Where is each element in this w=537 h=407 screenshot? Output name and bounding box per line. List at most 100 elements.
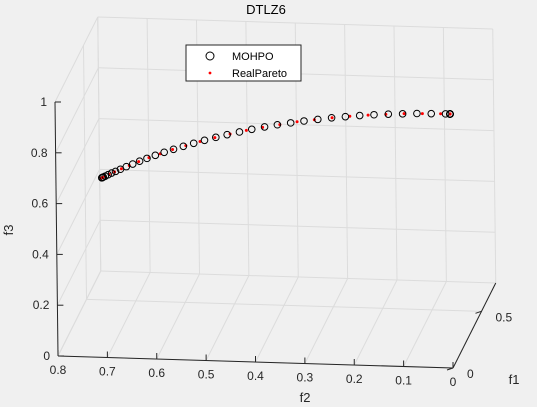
grid-line: [99, 168, 495, 182]
realpareto-point: [171, 148, 175, 151]
mohpo-point: [200, 136, 209, 145]
f3-tick-label: 0.8: [31, 146, 48, 160]
grid-line: [442, 27, 447, 282]
grid-line: [100, 219, 496, 233]
grid-line: [97, 16, 102, 272]
mohpo-point: [169, 145, 178, 154]
grid-line: [304, 278, 349, 364]
f2-tick-label: 0.7: [99, 365, 116, 379]
realpareto-point: [119, 167, 123, 171]
mohpo-point: [128, 160, 137, 168]
mohpo-point: [235, 128, 244, 136]
grid-line: [83, 45, 87, 300]
realpareto-point: [244, 128, 248, 132]
f1-tick-mark: [475, 310, 482, 314]
legend: MOHPO RealPareto: [185, 44, 302, 82]
mohpo-point: [441, 110, 450, 118]
mohpo-point: [398, 110, 407, 118]
mohpo-point: [135, 157, 144, 165]
mohpo-point: [160, 148, 168, 157]
f2-tick-label: 0.5: [198, 368, 215, 382]
f3-tick-label: 0: [43, 349, 50, 363]
realpareto-point: [295, 120, 299, 124]
f1-tick-label: 0: [467, 367, 474, 381]
grid-line: [55, 118, 100, 204]
grid-line: [54, 16, 99, 103]
mohpo-series: [98, 109, 454, 182]
grid-line: [55, 67, 99, 154]
realpareto-point: [366, 113, 370, 117]
mohpo-point: [446, 110, 454, 118]
f2-tick-label: 0.1: [395, 374, 412, 388]
mohpo-point: [427, 109, 436, 118]
tick-labels: 0.8 0.7 0.6 0.5 0.4 0.3 0.2 0.1 000.20.40.60.810…: [31, 95, 513, 389]
mohpo-point: [111, 167, 120, 176]
f3-axis-line: [54, 101, 59, 357]
realpareto-point: [137, 160, 141, 164]
mohpo-point: [327, 113, 336, 122]
z-axis-label: f3: [1, 225, 16, 236]
mohpo-point: [107, 169, 116, 177]
mohpo-point: [313, 115, 322, 124]
mohpo-point: [143, 154, 151, 163]
mohpo-point: [212, 133, 220, 142]
legend-box: [185, 44, 302, 82]
grid-line: [146, 18, 151, 273]
realpareto-point: [402, 112, 406, 116]
f2-tick-label: 0: [450, 375, 457, 389]
mohpo-point: [223, 130, 231, 139]
grid-line: [86, 298, 482, 312]
mohpo-point: [300, 117, 308, 125]
mohpo-point: [189, 139, 198, 148]
mohpo-point: [355, 111, 364, 120]
grid-line: [403, 281, 447, 367]
mohpo-point: [260, 123, 269, 131]
mohpo-point: [384, 110, 393, 118]
grid-line: [393, 25, 398, 281]
f3-tick-label: 1: [40, 95, 47, 109]
grid-line: [492, 28, 497, 284]
grid-line: [106, 272, 151, 358]
grid-line: [56, 169, 100, 255]
grid-line: [97, 16, 493, 30]
y-axis-label: f2: [300, 390, 311, 405]
mohpo-point: [370, 110, 378, 119]
grid-line: [205, 275, 250, 361]
chart-title: DTLZ6: [246, 2, 286, 17]
mohpo-point: [413, 109, 421, 118]
grid-line: [156, 273, 200, 360]
mohpo-point: [151, 151, 160, 160]
mohpo-point: [341, 112, 350, 121]
grid-line: [344, 24, 349, 279]
f3-tick-label: 0.6: [32, 197, 49, 211]
mohpo-point: [179, 142, 188, 151]
legend-mohpo-marker: [205, 51, 215, 61]
grid-line: [255, 276, 299, 363]
f2-tick-label: 0.4: [247, 369, 264, 383]
f1-tick-mark: [446, 367, 454, 371]
f2-tick-label: 0.3: [297, 371, 314, 385]
f2-tick-label: 0.2: [346, 372, 363, 386]
legend-realpareto-marker: [208, 71, 212, 75]
grid-line: [98, 118, 494, 132]
legend-realpareto-label: RealPareto: [232, 68, 287, 80]
grid-line: [56, 219, 101, 306]
f2-tick-label: 0.6: [148, 366, 165, 380]
mohpo-point: [273, 120, 282, 129]
grid-line: [57, 270, 102, 357]
legend-mohpo-label: MOHPO: [232, 51, 274, 63]
realpareto-point: [420, 112, 424, 116]
x-axis-label: f1: [509, 372, 520, 387]
mohpo-point: [247, 125, 256, 134]
mohpo-point: [122, 162, 131, 171]
realpareto-point: [213, 136, 217, 140]
axes-lines: [54, 101, 497, 371]
f1-tick-label: 0.5: [496, 310, 513, 324]
f2-tick-label: 0.8: [50, 363, 67, 377]
realpareto-point: [439, 112, 443, 116]
f3-tick-label: 0.4: [32, 247, 49, 261]
grid-line: [353, 279, 398, 366]
f1-axis-line: [452, 282, 497, 369]
